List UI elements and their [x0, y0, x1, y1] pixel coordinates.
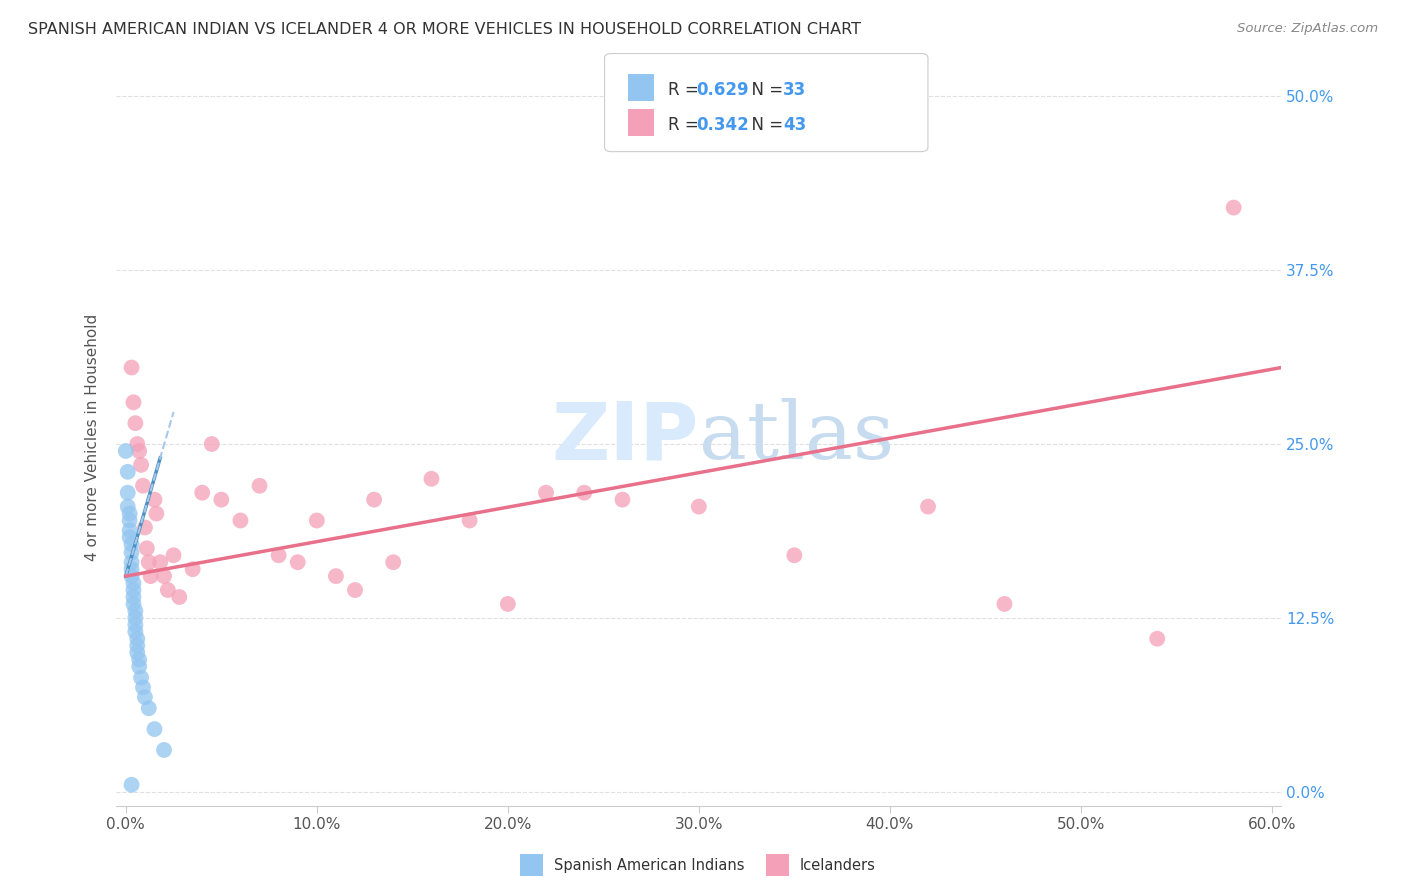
Point	[325, 569, 347, 583]
Point	[169, 590, 191, 604]
Point	[209, 492, 232, 507]
Point	[382, 555, 405, 569]
Point	[121, 555, 143, 569]
Point	[124, 604, 146, 618]
Point	[121, 537, 143, 551]
Point	[917, 500, 939, 514]
Text: 33: 33	[783, 81, 807, 99]
Point	[153, 743, 176, 757]
Point	[688, 500, 710, 514]
Point	[134, 520, 156, 534]
Point	[783, 548, 806, 562]
Point	[344, 582, 367, 597]
Point	[132, 681, 155, 695]
Point	[121, 778, 143, 792]
Point	[191, 485, 214, 500]
Text: 0.342: 0.342	[696, 116, 749, 134]
Point	[249, 479, 271, 493]
Point	[143, 492, 166, 507]
Point	[128, 652, 150, 666]
Point	[1146, 632, 1168, 646]
Y-axis label: 4 or more Vehicles in Household: 4 or more Vehicles in Household	[86, 313, 100, 561]
Point	[287, 555, 309, 569]
Point	[128, 659, 150, 673]
Point	[118, 514, 141, 528]
Point	[121, 545, 143, 559]
Text: R =: R =	[668, 81, 704, 99]
Point	[124, 416, 146, 430]
Point	[127, 646, 149, 660]
Point	[229, 514, 252, 528]
Point	[574, 485, 596, 500]
Point	[156, 582, 179, 597]
Point	[267, 548, 290, 562]
Point	[121, 360, 143, 375]
Point	[127, 639, 149, 653]
Point	[458, 514, 481, 528]
Point	[122, 576, 145, 591]
Point	[181, 562, 204, 576]
Text: Source: ZipAtlas.com: Source: ZipAtlas.com	[1237, 22, 1378, 36]
Text: 0.629: 0.629	[696, 81, 748, 99]
Point	[122, 590, 145, 604]
Point	[121, 569, 143, 583]
Point	[127, 632, 149, 646]
Text: Icelanders: Icelanders	[800, 858, 876, 872]
Text: R =: R =	[668, 116, 704, 134]
Text: ZIP: ZIP	[551, 398, 699, 476]
Point	[138, 701, 160, 715]
Point	[114, 444, 136, 458]
Point	[149, 555, 172, 569]
Point	[134, 690, 156, 705]
Point	[145, 507, 167, 521]
Text: N =: N =	[741, 116, 789, 134]
Point	[612, 492, 634, 507]
Point	[129, 671, 152, 685]
Point	[127, 437, 149, 451]
Point	[201, 437, 224, 451]
Point	[117, 485, 139, 500]
Point	[122, 597, 145, 611]
Point	[420, 472, 443, 486]
Point	[138, 555, 160, 569]
Point	[496, 597, 519, 611]
Text: SPANISH AMERICAN INDIAN VS ICELANDER 4 OR MORE VEHICLES IN HOUSEHOLD CORRELATION: SPANISH AMERICAN INDIAN VS ICELANDER 4 O…	[28, 22, 860, 37]
Point	[117, 500, 139, 514]
Point	[122, 582, 145, 597]
Text: Spanish American Indians: Spanish American Indians	[554, 858, 744, 872]
Point	[993, 597, 1015, 611]
Point	[117, 465, 139, 479]
Point	[1222, 201, 1244, 215]
Text: 43: 43	[783, 116, 807, 134]
Point	[124, 624, 146, 639]
Point	[139, 569, 162, 583]
Point	[118, 507, 141, 521]
Point	[121, 562, 143, 576]
Point	[124, 617, 146, 632]
Point	[305, 514, 328, 528]
Point	[122, 395, 145, 409]
Point	[363, 492, 385, 507]
Point	[153, 569, 176, 583]
Point	[534, 485, 557, 500]
Point	[143, 722, 166, 736]
Text: atlas: atlas	[699, 398, 894, 476]
Point	[132, 479, 155, 493]
Point	[162, 548, 184, 562]
Text: N =: N =	[741, 81, 789, 99]
Point	[128, 444, 150, 458]
Point	[118, 523, 141, 537]
Point	[124, 611, 146, 625]
Point	[135, 541, 157, 556]
Point	[118, 530, 141, 544]
Point	[129, 458, 152, 472]
